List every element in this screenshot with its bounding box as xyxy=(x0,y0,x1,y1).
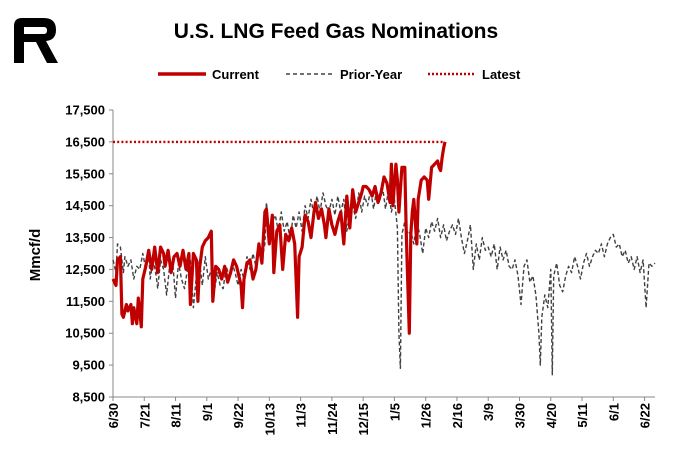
y-tick-label: 13,500 xyxy=(65,230,105,245)
y-tick-label: 16,500 xyxy=(65,134,105,149)
y-ticks: 8,500 9,500 10,500 11,500 12,500 13,500 14,500… xyxy=(65,103,113,405)
legend-item-prior-year: Prior-Year xyxy=(286,67,402,82)
y-tick-label: 15,500 xyxy=(65,166,105,181)
legend-item-current: Current xyxy=(158,67,260,82)
x-tick-label: 10/13 xyxy=(262,403,277,436)
x-tick-label: 11/3 xyxy=(294,403,309,428)
x-tick-label: 1/5 xyxy=(387,403,402,421)
series-line-prior-year xyxy=(112,185,656,376)
series-line-current xyxy=(111,141,447,335)
x-tick-label: 12/15 xyxy=(356,403,371,436)
y-tick-label: 8,500 xyxy=(72,390,105,405)
x-tick-label: 8/11 xyxy=(169,403,184,428)
legend-label-current: Current xyxy=(212,67,260,82)
x-ticks: 6/30 7/21 8/11 9/1 9/22 10/13 11/3 11/24 12/15 1/… xyxy=(106,397,653,436)
y-tick-label: 14,500 xyxy=(65,198,105,213)
series-lines xyxy=(111,140,656,376)
chart-title: U.S. LNG Feed Gas Nominations xyxy=(174,20,498,43)
x-tick-label: 9/22 xyxy=(231,403,246,428)
y-tick-label: 9,500 xyxy=(72,358,105,373)
x-tick-label: 3/30 xyxy=(513,403,528,428)
y-axis-label: Mmcf/d xyxy=(27,229,44,282)
x-tick-label: 9/1 xyxy=(200,403,215,421)
x-tick-label: 4/20 xyxy=(544,403,559,428)
axes xyxy=(112,110,655,398)
x-tick-label: 6/22 xyxy=(638,403,653,428)
x-tick-label: 7/21 xyxy=(137,403,152,428)
legend-label-latest: Latest xyxy=(482,67,521,82)
x-tick-label: 2/16 xyxy=(450,403,465,428)
y-tick-label: 12,500 xyxy=(65,262,105,277)
x-tick-label: 1/26 xyxy=(419,403,434,428)
y-tick-label: 10,500 xyxy=(65,326,105,341)
x-tick-label: 6/1 xyxy=(606,403,621,421)
y-tick-label: 11,500 xyxy=(66,294,105,309)
x-tick-label: 3/9 xyxy=(481,403,496,421)
y-tick-label: 17,500 xyxy=(65,103,105,118)
legend-item-latest: Latest xyxy=(428,67,521,82)
x-tick-label: 11/24 xyxy=(325,402,340,435)
brand-logo xyxy=(14,18,58,63)
legend: Current Prior-Year Latest xyxy=(158,67,521,82)
legend-label-prior-year: Prior-Year xyxy=(340,67,402,82)
x-tick-label: 6/30 xyxy=(106,403,121,428)
x-tick-label: 5/11 xyxy=(575,403,590,428)
